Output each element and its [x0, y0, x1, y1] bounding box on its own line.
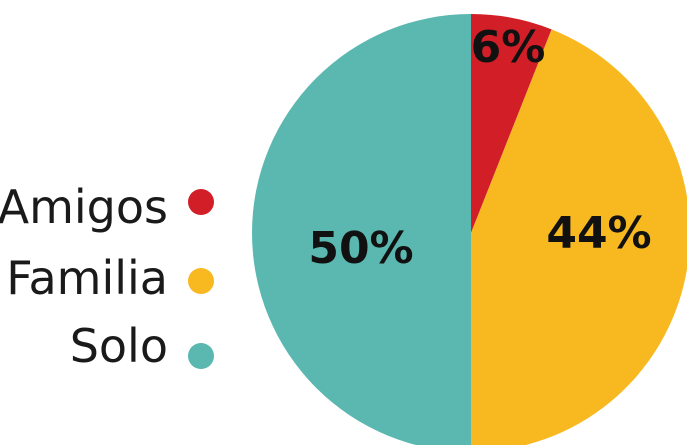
slice-label-amigos: 6%: [471, 22, 546, 73]
pie-slice-familia: [471, 29, 687, 445]
slice-label-solo: 50%: [308, 223, 413, 274]
legend: Amigos Familia Solo: [0, 180, 214, 373]
slice-label-familia: 44%: [546, 208, 651, 259]
legend-label-familia: Familia: [6, 251, 168, 305]
pie-slice-amigos: [471, 14, 552, 233]
legend-marker-familia: [188, 268, 214, 294]
legend-marker-solo: [188, 343, 214, 369]
legend-marker-amigos: [188, 189, 214, 215]
pie-slice-solo: [252, 14, 471, 445]
pie-slice-labels: 6% 44% 50%: [308, 22, 651, 274]
legend-label-amigos: Amigos: [0, 180, 168, 234]
pie-slices: [252, 14, 687, 445]
legend-label-solo: Solo: [70, 319, 168, 373]
